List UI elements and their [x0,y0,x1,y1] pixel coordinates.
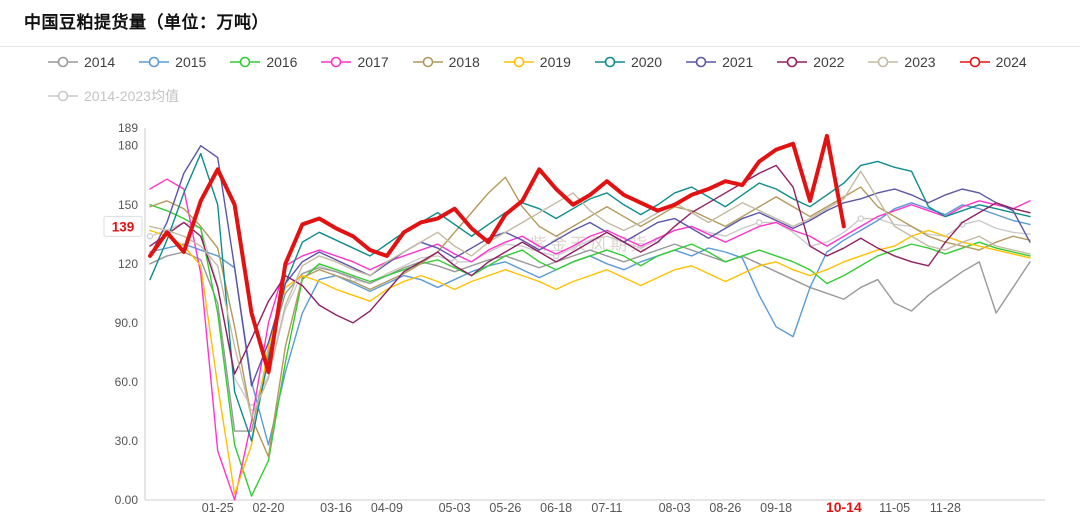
y-tick-label: 150 [118,198,138,212]
x-tick-label-highlight: 10-14 [826,499,862,514]
legend-item-label: 2016 [266,54,298,70]
legend-item-2020[interactable]: 2020 [594,54,663,70]
x-tick-label: 03-16 [320,501,352,514]
legend-item-label: 2020 [630,54,663,70]
x-tick-label: 05-03 [439,501,471,514]
legend-marker-icon [868,56,899,68]
legend-marker-icon [686,56,717,68]
legend-item-label: 2022 [813,54,845,70]
x-tick-label: 06-18 [540,501,572,514]
legend-item-2015[interactable]: 2015 [139,54,206,70]
legend-marker-icon [230,56,261,68]
x-tick-label: 11-28 [930,501,961,514]
y-tick-label: 90.0 [115,316,139,330]
series-line-2023 [149,170,1031,419]
x-tick-label: 09-18 [760,501,792,514]
legend-item-label: 2014-2023均值 [84,88,179,104]
legend-marker-icon [48,90,78,102]
series-line-2014 [149,243,1031,432]
x-tick-label: 08-03 [659,501,691,514]
x-tick-label: 01-25 [202,501,234,514]
legend-marker-icon [777,56,808,68]
legend-row-2: 2014-2023均值 [48,86,179,106]
series-line-2024 [148,133,846,375]
legend-item-label: 2023 [904,54,936,70]
legend-item-2014-2023均值[interactable]: 2014-2023均值 [48,86,179,106]
legend-marker-icon [503,56,534,68]
series-line-2014-2023均值 [149,217,1031,409]
legend-item-label: 2015 [175,54,207,70]
legend-item-label: 2021 [722,54,754,70]
legend-marker-icon [594,56,625,68]
y-highlight-label: 139 [112,219,135,234]
x-tick-label: 04-09 [371,501,403,514]
x-tick-label: 05-26 [489,501,521,514]
y-tick-label: 0.00 [115,493,139,507]
legend-item-2014[interactable]: 2014 [48,54,115,70]
avg-marker-icon [857,215,864,222]
legend-item-label: 2014 [84,54,116,70]
legend-marker-icon [959,56,990,68]
series-line-2018 [149,176,1031,458]
legend-item-label: 2024 [995,54,1027,70]
series-line-2019 [149,229,1031,495]
legend-item-label: 2019 [539,54,571,70]
legend-marker-icon [321,56,352,68]
series-line-2022 [149,164,1031,375]
legend-item-2018[interactable]: 2018 [412,54,480,70]
y-highlight-box [103,215,143,237]
legend-item-2016[interactable]: 2016 [230,54,297,70]
series-line-2020 [149,152,1031,442]
series-line-2017 [149,178,1031,501]
legend-item-2022[interactable]: 2022 [777,54,844,70]
x-tick-label: 11-05 [879,501,910,514]
y-tick-label: 60.0 [115,375,139,389]
legend-item-2023[interactable]: 2023 [868,54,936,70]
y-tick-label: 180 [118,139,138,153]
legend-item-2024[interactable]: 2024 [959,54,1027,70]
series-line-2016 [149,204,1031,497]
y-tick-label: 120 [118,257,138,271]
header-divider [0,46,1080,47]
legend-item-2017[interactable]: 2017 [321,54,389,70]
legend-marker-icon [48,56,78,68]
series-line-2021 [149,145,1031,387]
legend-row-1: 2014 2015 2016 2017 2018 2019 2020 2021 2022 2023… [48,54,1027,70]
legend-marker-icon [412,56,443,68]
avg-marker-icon [756,219,763,226]
chart-title: 中国豆粕提货量（单位：万吨） [24,13,269,32]
legend-item-2019[interactable]: 2019 [503,54,571,70]
y-tick-label: 30.0 [115,434,139,448]
x-tick-label: 08-26 [709,501,741,514]
x-tick-label: 02-20 [252,501,284,514]
legend-item-label: 2017 [357,54,389,70]
x-tick-label: 07-11 [591,501,622,514]
legend-item-label: 2018 [448,54,480,70]
avg-marker-icon [146,233,154,240]
legend-item-2021[interactable]: 2021 [686,54,753,70]
legend-marker-icon [139,56,170,68]
y-tick-label: 189 [118,121,138,135]
avg-marker-icon [451,258,458,266]
